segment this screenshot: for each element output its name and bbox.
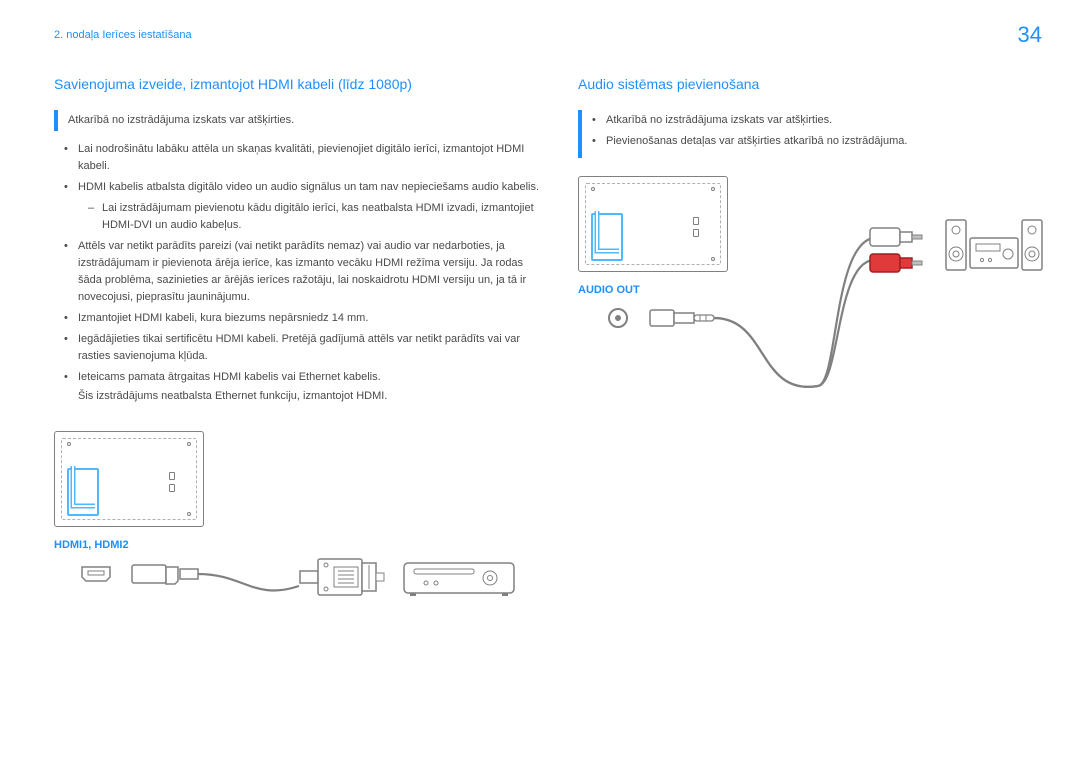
left-column: Savienojuma izveide, izmantojot HDMI kab… bbox=[54, 74, 544, 611]
bullet-text: Ieteicams pamata ātrgaitas HDMI kabelis … bbox=[78, 371, 381, 383]
sub-bullet-text: Lai izstrādājumam pievienotu kādu digitā… bbox=[102, 202, 534, 231]
bullet-text: Atkarībā no izstrādājuma izskats var atš… bbox=[606, 114, 832, 126]
bullet-text: Pievienošanas detaļas var atšķirties atk… bbox=[606, 135, 907, 147]
bullet-tail: Šis izstrādājums neatbalsta Ethernet fun… bbox=[78, 388, 544, 405]
left-section-title: Savienojuma izveide, izmantojot HDMI kab… bbox=[54, 74, 544, 96]
list-item: Lai nodrošinātu labāku attēla un skaņas … bbox=[68, 141, 544, 175]
hdmi-plug-icon bbox=[132, 565, 198, 584]
cable-path bbox=[198, 574, 299, 591]
audio-plug-icon bbox=[650, 310, 714, 326]
dvi-plug-icon bbox=[300, 559, 384, 595]
list-item: HDMI kabelis atbalsta digitālo video un … bbox=[68, 179, 544, 234]
bullet-text: Lai nodrošinātu labāku attēla un skaņas … bbox=[78, 143, 524, 172]
media-player-icon bbox=[404, 563, 514, 596]
right-column: Audio sistēmas pievienošana Atkarībā no … bbox=[578, 74, 1038, 611]
right-section-title: Audio sistēmas pievienošana bbox=[578, 74, 1038, 96]
content-columns: Savienojuma izveide, izmantojot HDMI kab… bbox=[0, 60, 1080, 611]
bullet-text: Iegādājieties tikai sertificētu HDMI kab… bbox=[78, 333, 520, 362]
rca-and-stereo bbox=[868, 214, 1048, 304]
bullet-text: Attēls var netikt parādīts pareizi (vai … bbox=[78, 240, 526, 303]
page-number: 34 bbox=[1018, 18, 1042, 52]
bullet-text: Izmantojiet HDMI kabeli, kura biezums ne… bbox=[78, 312, 368, 324]
list-item: Atkarībā no izstrādājuma izskats var atš… bbox=[596, 112, 1028, 129]
left-bullet-list: Lai nodrošinātu labāku attēla un skaņas … bbox=[54, 141, 544, 406]
list-item: Pievienošanas detaļas var atšķirties atk… bbox=[596, 133, 1028, 150]
cable-path-white bbox=[714, 238, 873, 387]
tv-back-panel-icon bbox=[54, 431, 204, 527]
list-item: Attēls var netikt parādīts pareizi (vai … bbox=[68, 238, 544, 306]
rca-red-icon bbox=[870, 254, 922, 272]
list-item: Izmantojiet HDMI kabeli, kura biezums ne… bbox=[68, 310, 544, 327]
header: 2. nodaļa Ierīces iestatīšana 34 bbox=[0, 0, 1080, 60]
right-note-box: Atkarībā no izstrādājuma izskats var atš… bbox=[578, 110, 1038, 158]
list-item: Iegādājieties tikai sertificētu HDMI kab… bbox=[68, 331, 544, 365]
hdmi-cable-illustration bbox=[54, 541, 524, 611]
port-bracket-icon bbox=[593, 209, 627, 259]
list-item: Ieteicams pamata ātrgaitas HDMI kabelis … bbox=[68, 369, 544, 405]
right-bullet-list: Atkarībā no izstrādājuma izskats var atš… bbox=[592, 112, 1028, 150]
bullet-text: HDMI kabelis atbalsta digitālo video un … bbox=[78, 181, 539, 193]
rca-white-icon bbox=[870, 228, 922, 246]
hdmi-port-icon bbox=[82, 567, 110, 581]
chapter-label: 2. nodaļa Ierīces iestatīšana bbox=[54, 27, 192, 44]
audio-diagram: AUDIO OUT bbox=[578, 176, 1038, 436]
note-text: Atkarībā no izstrādājuma izskats var atš… bbox=[68, 114, 294, 126]
stereo-system-icon bbox=[946, 220, 1042, 270]
tv-back-panel-icon bbox=[578, 176, 728, 272]
cable-path-red bbox=[714, 260, 873, 387]
port-bracket-icon bbox=[69, 464, 103, 514]
hdmi-diagram: HDMI1, HDMI2 bbox=[54, 431, 544, 611]
note-box: Atkarībā no izstrādājuma izskats var atš… bbox=[54, 110, 544, 131]
sub-list: Lai izstrādājumam pievienotu kādu digitā… bbox=[78, 200, 544, 234]
sub-list-item: Lai izstrādājumam pievienotu kādu digitā… bbox=[92, 200, 544, 234]
